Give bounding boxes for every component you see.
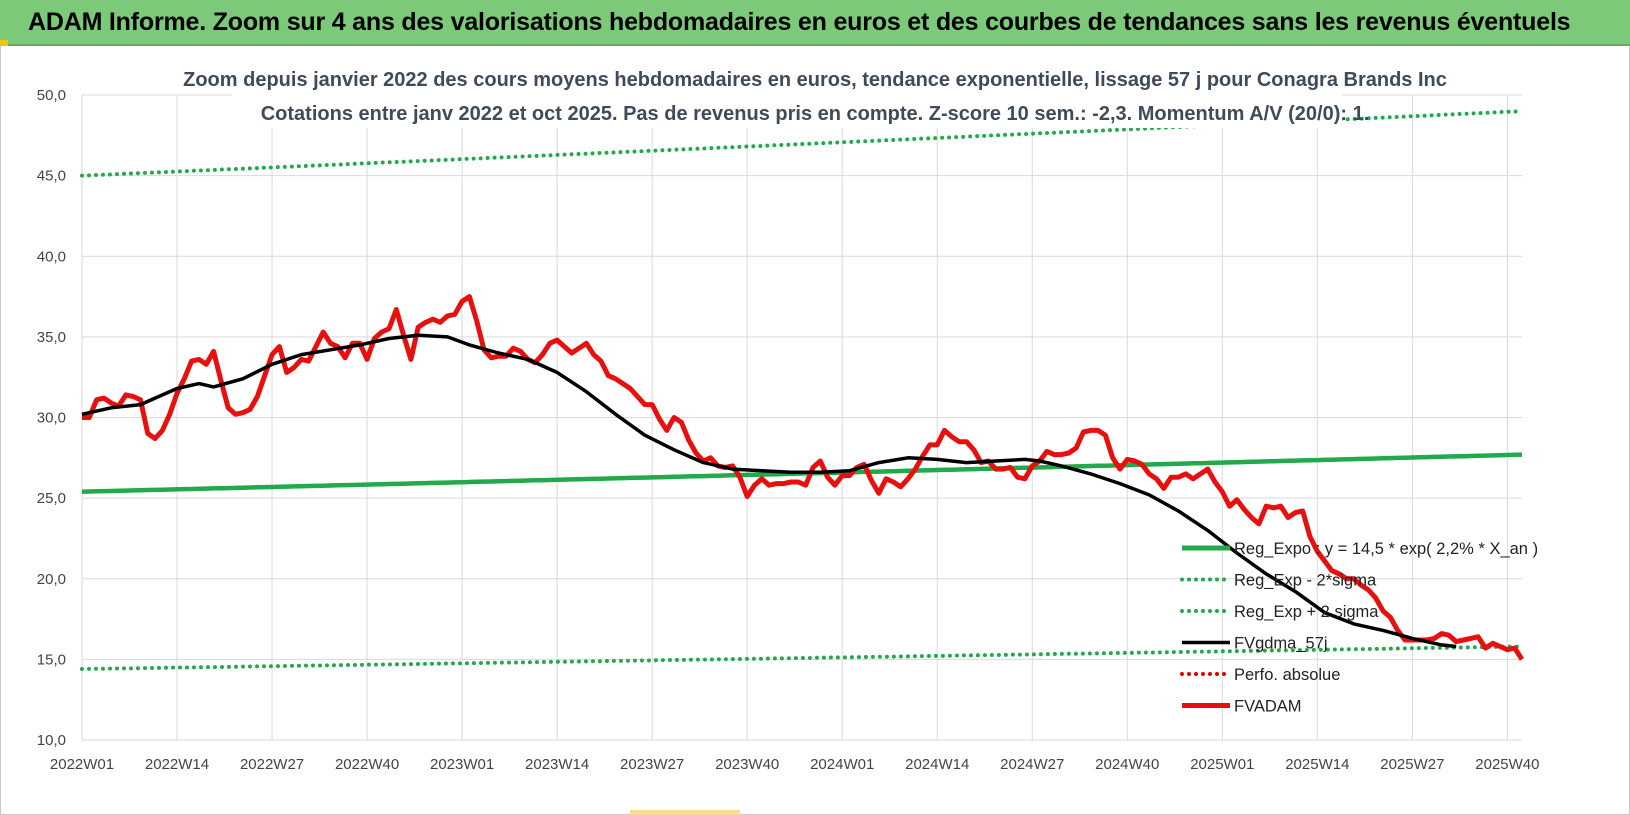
x-tick-label: 2025W01 (1190, 756, 1254, 773)
x-tick-label: 2024W27 (1000, 756, 1064, 773)
legend: Reg_Expo : y = 14,5 * exp( 2,2% * X_an )… (1180, 540, 1538, 716)
chart-title-line1: Zoom depuis janvier 2022 des cours moyen… (183, 69, 1447, 91)
x-tick-label: 2024W01 (810, 756, 874, 773)
x-tick-label: 2023W27 (620, 756, 684, 773)
x-tick-label: 2024W14 (905, 756, 969, 773)
y-tick-label: 15,0 (37, 651, 66, 668)
x-tick-label: 2022W27 (240, 756, 304, 773)
legend-label: Reg_Exp + 2 sigma (1234, 603, 1379, 621)
series-fvgdma-57j (81, 333, 1457, 649)
legend-item: Reg_Exp + 2 sigma (1180, 603, 1379, 621)
x-tick-label: 2023W01 (430, 756, 494, 773)
legend-item: FVgdma_57j (1182, 635, 1328, 653)
legend-label: FVgdma_57j (1234, 635, 1328, 653)
y-tick-label: 35,0 (37, 329, 66, 346)
series-layer (80, 64, 1525, 671)
banner-title: ADAM Informe. Zoom sur 4 ans des valoris… (28, 8, 1571, 36)
x-tick-label: 2022W01 (50, 756, 114, 773)
y-axis-ticks: 10,0 15,0 20,0 25,0 30,0 35,0 40,0 45,0 50,0 (37, 87, 66, 749)
y-tick-label: 30,0 (37, 410, 66, 427)
x-tick-label: 2025W14 (1285, 756, 1349, 773)
x-tick-label: 2025W40 (1475, 756, 1539, 773)
title-banner: ADAM Informe. Zoom sur 4 ans des valoris… (0, 0, 1630, 46)
y-tick-label: 45,0 (37, 168, 66, 185)
legend-label: FVADAM (1234, 698, 1302, 716)
x-tick-label: 2024W40 (1095, 756, 1159, 773)
legend-label: Reg_Exp - 2*sigma (1234, 572, 1377, 590)
y-tick-label: 25,0 (37, 490, 66, 507)
x-tick-label: 2022W40 (335, 756, 399, 773)
legend-item: Perfo. absolue (1180, 666, 1340, 684)
corner-mark (0, 40, 8, 46)
x-tick-label: 2025W27 (1380, 756, 1444, 773)
y-tick-label: 40,0 (37, 248, 66, 265)
legend-label: Reg_Expo : y = 14,5 * exp( 2,2% * X_an ) (1234, 540, 1538, 558)
y-tick-label: 20,0 (37, 571, 66, 588)
chart-title-line2: Cotations entre janv 2022 et oct 2025. P… (261, 103, 1370, 125)
x-tick-label: 2022W14 (145, 756, 209, 773)
bottom-strip (630, 810, 740, 815)
legend-item: Reg_Expo : y = 14,5 * exp( 2,2% * X_an ) (1182, 540, 1538, 558)
series-reg-exp-minus-2sigma (80, 644, 1524, 671)
x-tick-label: 2023W40 (715, 756, 779, 773)
y-tick-label: 50,0 (37, 87, 66, 104)
series-reg-exp-plus-2sigma (80, 109, 1524, 178)
legend-item: FVADAM (1182, 698, 1302, 716)
x-axis-ticks: 2022W01 2022W14 2022W27 2022W40 2023W01 2023W… (50, 756, 1540, 773)
legend-item: Reg_Exp - 2*sigma (1180, 572, 1377, 590)
legend-label: Perfo. absolue (1234, 666, 1340, 684)
x-tick-label: 2023W14 (525, 756, 589, 773)
y-tick-label: 10,0 (37, 732, 66, 749)
subtitle-background (232, 64, 1342, 128)
series-fvadam (82, 294, 1525, 661)
